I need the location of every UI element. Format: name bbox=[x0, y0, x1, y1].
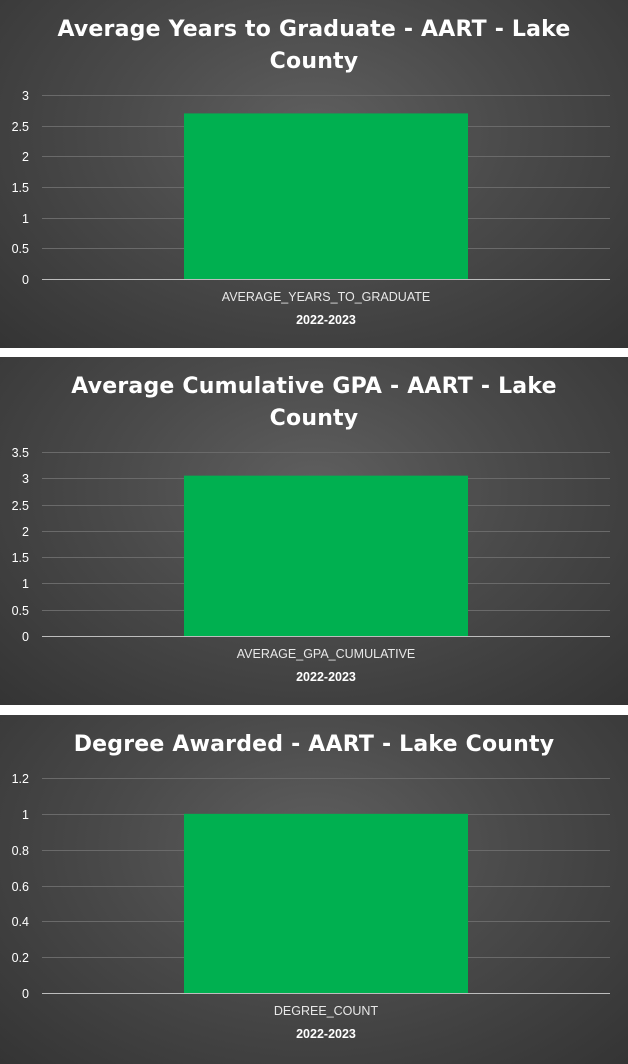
chart-panel-cumulative-gpa: Average Cumulative GPA - AART - Lake Coun… bbox=[0, 357, 628, 705]
bar bbox=[184, 813, 468, 993]
chart-degree-awarded: Degree Awarded - AART - Lake County 0 0.2 0… bbox=[12, 732, 610, 1041]
y-tick-label: 0 bbox=[22, 987, 29, 1001]
category-label: DEGREE_COUNT bbox=[274, 1004, 379, 1018]
y-tick-label: 3.5 bbox=[12, 446, 29, 460]
bar bbox=[184, 113, 468, 280]
y-tick-label: 2 bbox=[22, 525, 29, 539]
category-label: AVERAGE_GPA_CUMULATIVE bbox=[237, 647, 416, 661]
chart-title-line-1: Average Years to Graduate - AART - Lake bbox=[57, 17, 570, 42]
y-tick-label: 2.5 bbox=[12, 499, 29, 513]
y-tick-label: 0.2 bbox=[12, 951, 29, 965]
y-tick-label: 0.5 bbox=[12, 604, 29, 618]
bar bbox=[184, 475, 468, 636]
chart-panel-years-to-graduate: Average Years to Graduate - AART - Lake C… bbox=[0, 0, 628, 348]
chart-title-line-2: County bbox=[270, 49, 359, 74]
y-tick-label: 3 bbox=[22, 472, 29, 486]
chart-title-line-1: Degree Awarded - AART - Lake County bbox=[74, 732, 555, 757]
x-axis-title: 2022-2023 bbox=[296, 670, 356, 684]
y-tick-label: 1 bbox=[22, 577, 29, 591]
category-label: AVERAGE_YEARS_TO_GRADUATE bbox=[222, 290, 430, 304]
chart-years-to-graduate: Average Years to Graduate - AART - Lake C… bbox=[12, 17, 610, 327]
chart-cumulative-gpa: Average Cumulative GPA - AART - Lake Coun… bbox=[12, 374, 610, 684]
y-tick-label: 2.5 bbox=[12, 120, 29, 134]
x-axis-title: 2022-2023 bbox=[296, 1027, 356, 1041]
y-tick-label: 2 bbox=[22, 150, 29, 164]
y-tick-label: 1.2 bbox=[12, 772, 29, 786]
x-axis-title: 2022-2023 bbox=[296, 313, 356, 327]
y-tick-label: 1 bbox=[22, 808, 29, 822]
y-tick-label: 1.5 bbox=[12, 181, 29, 195]
y-tick-label: 0.6 bbox=[12, 880, 29, 894]
y-tick-label: 0 bbox=[22, 630, 29, 644]
y-tick-label: 0 bbox=[22, 273, 29, 287]
y-tick-label: 0.4 bbox=[12, 915, 29, 929]
chart-title-line-2: County bbox=[270, 406, 359, 431]
y-tick-label: 0.5 bbox=[12, 242, 29, 256]
y-tick-label: 1.5 bbox=[12, 551, 29, 565]
y-tick-label: 3 bbox=[22, 89, 29, 103]
y-tick-label: 0.8 bbox=[12, 844, 29, 858]
chart-title-line-1: Average Cumulative GPA - AART - Lake bbox=[71, 374, 556, 399]
y-tick-label: 1 bbox=[22, 212, 29, 226]
chart-panel-degree-awarded: Degree Awarded - AART - Lake County 0 0.2 0… bbox=[0, 715, 628, 1064]
